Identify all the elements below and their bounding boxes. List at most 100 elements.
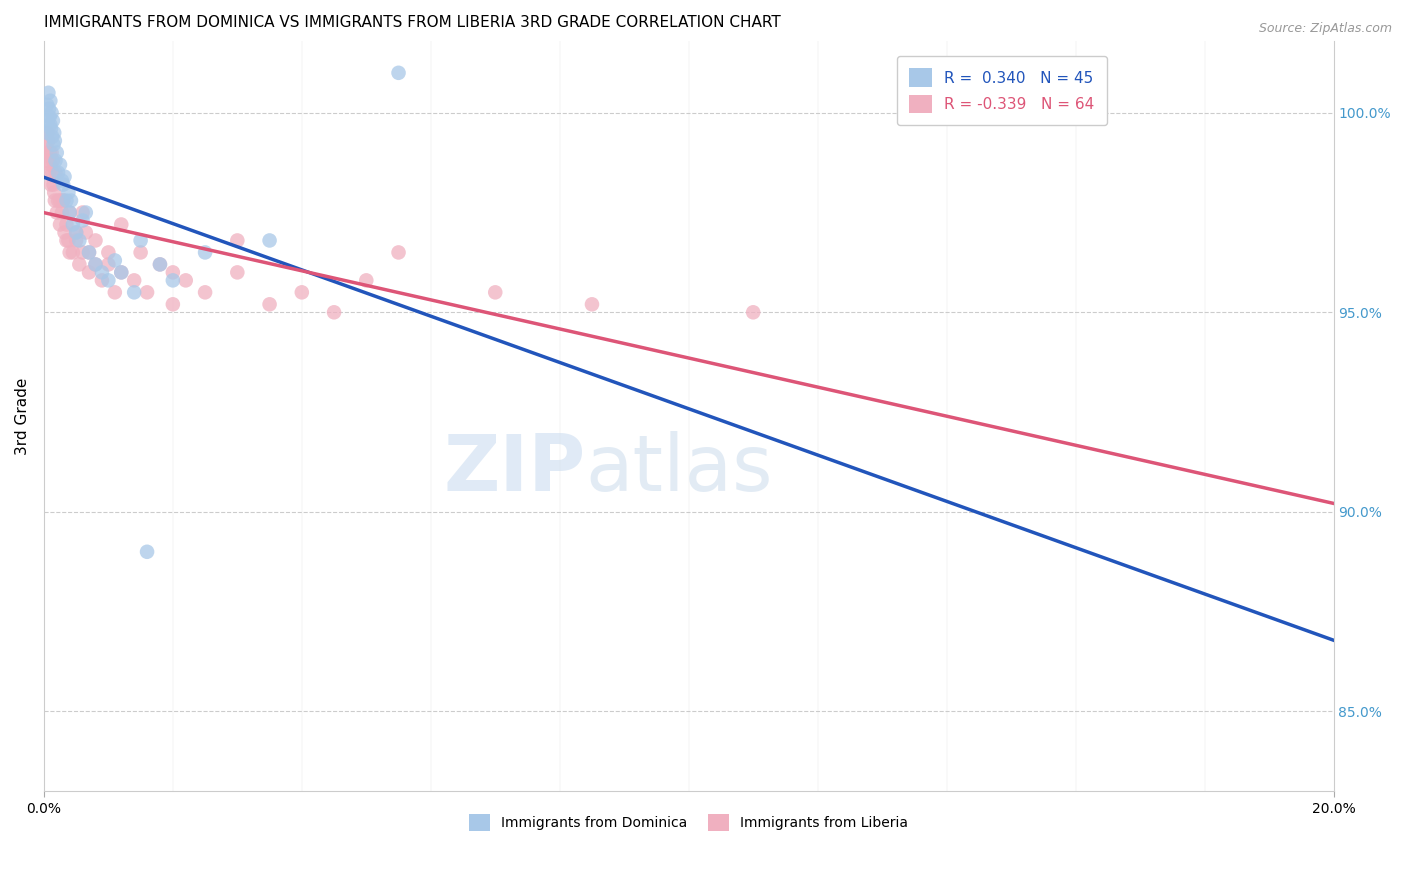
Point — [37, 86, 59, 100]
Point — [104, 285, 127, 300]
Text: Source: ZipAtlas.com: Source: ZipAtlas.com — [1258, 22, 1392, 36]
Point — [59, 194, 82, 208]
Point — [84, 257, 107, 271]
Point — [77, 265, 100, 279]
Point — [259, 234, 281, 248]
Point — [49, 194, 72, 208]
Point — [44, 153, 66, 168]
Point — [38, 145, 60, 160]
Point — [129, 234, 152, 248]
Point — [41, 105, 63, 120]
Point — [35, 137, 58, 152]
Point — [162, 273, 184, 287]
Point — [55, 194, 77, 208]
Point — [38, 110, 60, 124]
Point — [72, 213, 94, 227]
Point — [41, 129, 63, 144]
Point — [484, 285, 506, 300]
Point — [44, 126, 66, 140]
Point — [59, 205, 82, 219]
Point — [77, 245, 100, 260]
Point — [84, 257, 107, 271]
Point — [62, 218, 84, 232]
Point — [59, 205, 82, 219]
Point — [59, 245, 82, 260]
Y-axis label: 3rd Grade: 3rd Grade — [15, 377, 30, 455]
Point — [44, 166, 66, 180]
Point — [44, 194, 66, 208]
Point — [356, 273, 378, 287]
Point — [162, 265, 184, 279]
Point — [42, 178, 65, 192]
Point — [45, 145, 67, 160]
Point — [67, 234, 90, 248]
Point — [46, 166, 69, 180]
Point — [44, 186, 66, 200]
Point — [53, 169, 76, 184]
Point — [52, 194, 75, 208]
Point — [49, 218, 72, 232]
Point — [174, 273, 197, 287]
Point — [387, 245, 409, 260]
Point — [41, 166, 63, 180]
Point — [38, 166, 60, 180]
Point — [44, 134, 66, 148]
Text: IMMIGRANTS FROM DOMINICA VS IMMIGRANTS FROM LIBERIA 3RD GRADE CORRELATION CHART: IMMIGRANTS FROM DOMINICA VS IMMIGRANTS F… — [44, 15, 780, 30]
Point — [37, 113, 59, 128]
Point — [742, 305, 765, 319]
Point — [55, 234, 77, 248]
Point — [122, 273, 145, 287]
Point — [84, 234, 107, 248]
Point — [39, 94, 62, 108]
Point — [58, 186, 80, 200]
Point — [90, 273, 112, 287]
Point — [149, 257, 172, 271]
Point — [38, 102, 60, 116]
Point — [53, 226, 76, 240]
Point — [194, 245, 217, 260]
Point — [75, 205, 97, 219]
Point — [37, 153, 59, 168]
Text: ZIP: ZIP — [443, 431, 585, 507]
Point — [97, 257, 120, 271]
Legend: Immigrants from Dominica, Immigrants from Liberia: Immigrants from Dominica, Immigrants fro… — [464, 809, 914, 837]
Point — [194, 285, 217, 300]
Point — [35, 126, 58, 140]
Point — [37, 97, 59, 112]
Point — [46, 194, 69, 208]
Point — [35, 145, 58, 160]
Point — [52, 178, 75, 192]
Point — [52, 194, 75, 208]
Point — [39, 158, 62, 172]
Point — [67, 257, 90, 271]
Point — [49, 158, 72, 172]
Point — [39, 178, 62, 192]
Point — [581, 297, 603, 311]
Point — [39, 118, 62, 132]
Point — [136, 545, 159, 559]
Point — [72, 205, 94, 219]
Point — [77, 245, 100, 260]
Point — [37, 134, 59, 148]
Point — [104, 253, 127, 268]
Point — [55, 218, 77, 232]
Point — [110, 265, 132, 279]
Point — [51, 173, 73, 187]
Point — [42, 113, 65, 128]
Point — [39, 121, 62, 136]
Point — [65, 226, 87, 240]
Point — [110, 218, 132, 232]
Point — [122, 285, 145, 300]
Point — [162, 297, 184, 311]
Point — [387, 66, 409, 80]
Point — [97, 273, 120, 287]
Point — [42, 137, 65, 152]
Point — [226, 265, 249, 279]
Point — [65, 226, 87, 240]
Point — [226, 234, 249, 248]
Point — [110, 265, 132, 279]
Point — [97, 245, 120, 260]
Point — [291, 285, 314, 300]
Point — [51, 205, 73, 219]
Point — [259, 297, 281, 311]
